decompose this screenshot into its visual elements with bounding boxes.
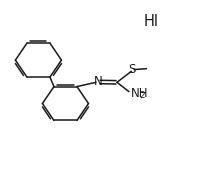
Text: HI: HI — [143, 14, 158, 29]
Text: NH: NH — [130, 87, 148, 100]
Text: S: S — [128, 63, 135, 76]
Text: N: N — [94, 75, 102, 88]
Text: 2: 2 — [139, 91, 145, 100]
